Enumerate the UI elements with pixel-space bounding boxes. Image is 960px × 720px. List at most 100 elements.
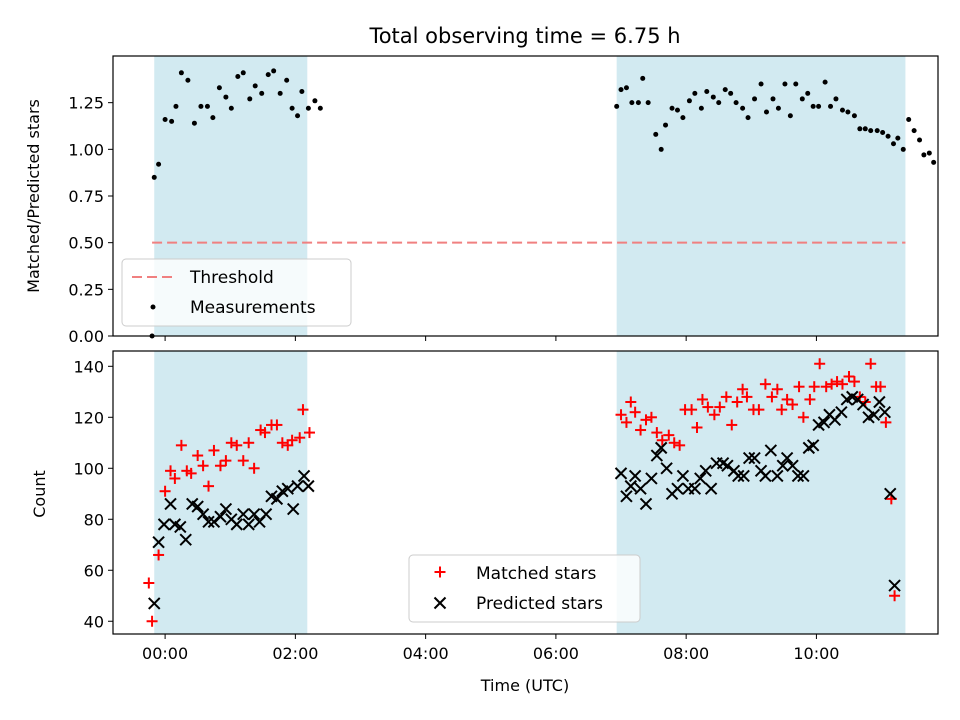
predicted-star-point <box>286 502 300 516</box>
measurement-point <box>845 109 851 115</box>
measurement-point <box>763 109 769 115</box>
predicted-star-point <box>671 482 684 495</box>
top-panel-ratio: 0.00 0.25 0.50 0.75 1.00 1.25 Matched/Predict… <box>24 55 939 346</box>
measurement-point <box>618 87 624 93</box>
measurement-point <box>658 146 664 152</box>
legend-measurements-swatch <box>150 304 156 310</box>
legend-predicted-label: Predicted stars <box>476 594 603 614</box>
matched-star-point <box>143 577 155 589</box>
measurement-point <box>816 103 822 109</box>
measurement-point <box>259 90 265 96</box>
predicted-star-point <box>759 469 772 483</box>
predicted-star-point <box>694 472 707 485</box>
predicted-star-point <box>628 469 642 483</box>
measurement-point <box>895 135 901 141</box>
measurement-point <box>265 72 271 78</box>
measurement-point <box>833 96 839 102</box>
predicted-star-point <box>624 479 638 493</box>
y-tick-label: 0.75 <box>68 187 104 206</box>
x-axis-label: Time (UTC) <box>480 676 569 695</box>
matched-star-point <box>787 399 799 411</box>
measurement-point <box>839 107 845 113</box>
predicted-star-point <box>259 507 273 521</box>
matched-star-point <box>192 450 204 462</box>
matched-star-point <box>225 437 237 449</box>
matched-star-point <box>848 376 860 388</box>
measurement-point <box>204 103 210 109</box>
y-tick-label: 0.25 <box>68 280 104 299</box>
measurement-point <box>223 94 229 100</box>
matched-star-point <box>208 444 220 456</box>
matched-star-point <box>197 460 209 472</box>
measurement-point <box>710 94 716 100</box>
matched-star-point <box>214 460 226 472</box>
matched-star-point <box>165 465 177 477</box>
legend-matched-label: Matched stars <box>476 564 596 584</box>
matched-star-point <box>175 439 187 451</box>
predicted-star-point <box>247 507 261 521</box>
measurement-point <box>799 96 805 102</box>
measurement-point <box>210 115 216 121</box>
matched-star-point <box>766 391 778 403</box>
measurement-point <box>900 146 906 152</box>
predicted-star-point <box>676 469 690 483</box>
measurement-point <box>874 128 880 134</box>
measurement-point <box>782 81 788 87</box>
predicted-star-point <box>660 462 673 475</box>
measurement-point <box>173 103 179 109</box>
predicted-star-point <box>297 469 311 483</box>
matched-star-point <box>708 409 720 421</box>
measurement-point <box>921 152 927 158</box>
measurement-point <box>733 100 739 106</box>
predicted-star-point <box>780 451 794 465</box>
y-tick-label: 140 <box>73 357 104 376</box>
measurement-point <box>178 70 184 76</box>
top-y-axis: 0.00 0.25 0.50 0.75 1.00 1.25 <box>68 94 113 346</box>
measurement-point <box>277 90 283 96</box>
matched-star-point <box>804 393 816 405</box>
measurement-point <box>669 105 675 111</box>
y-tick-label: 40 <box>84 612 104 631</box>
matched-star-point <box>880 416 892 428</box>
x-tick-label: 10:00 <box>793 644 839 663</box>
measurement-point <box>653 131 659 137</box>
legend-threshold-label: Threshold <box>189 268 274 288</box>
measurement-point <box>906 116 912 122</box>
matched-star-point <box>237 455 249 467</box>
predicted-star-point <box>152 536 165 549</box>
y-tick-label: 80 <box>84 510 104 529</box>
legend-predicted-swatch <box>433 596 447 610</box>
matched-star-point <box>674 439 686 451</box>
predicted-star-point <box>764 444 778 457</box>
measurement-point <box>663 122 669 128</box>
matched-star-point <box>651 427 663 439</box>
legend-measurements-label: Measurements <box>190 298 316 318</box>
predicted-star-point <box>270 492 284 506</box>
x-tick-label: 00:00 <box>142 644 188 663</box>
matched-star-point <box>645 411 657 423</box>
predicted-star-point <box>786 459 799 472</box>
shaded-interval <box>616 56 906 336</box>
measurement-point <box>198 103 204 109</box>
measurement-point <box>312 98 318 104</box>
measurement-point <box>805 90 811 96</box>
measurement-point <box>917 137 923 143</box>
matched-stars-series <box>143 358 901 627</box>
measurement-point <box>299 88 305 94</box>
measurement-point <box>728 90 734 96</box>
predicted-star-point <box>748 451 761 465</box>
x-tick-label: 02:00 <box>272 644 318 663</box>
measurement-point <box>289 105 295 111</box>
legend-predicted-marker <box>433 596 447 610</box>
bottom-plot-frame <box>112 350 939 635</box>
measurement-point <box>252 83 258 89</box>
matched-star-point <box>702 401 714 413</box>
matched-star-point <box>153 549 165 561</box>
matched-star-point <box>731 396 743 408</box>
predicted-star-point <box>196 507 210 521</box>
measurement-point <box>680 115 686 121</box>
predicted-star-point <box>797 469 810 483</box>
measurement-point <box>235 74 241 80</box>
legend-matched-swatch <box>434 566 446 578</box>
